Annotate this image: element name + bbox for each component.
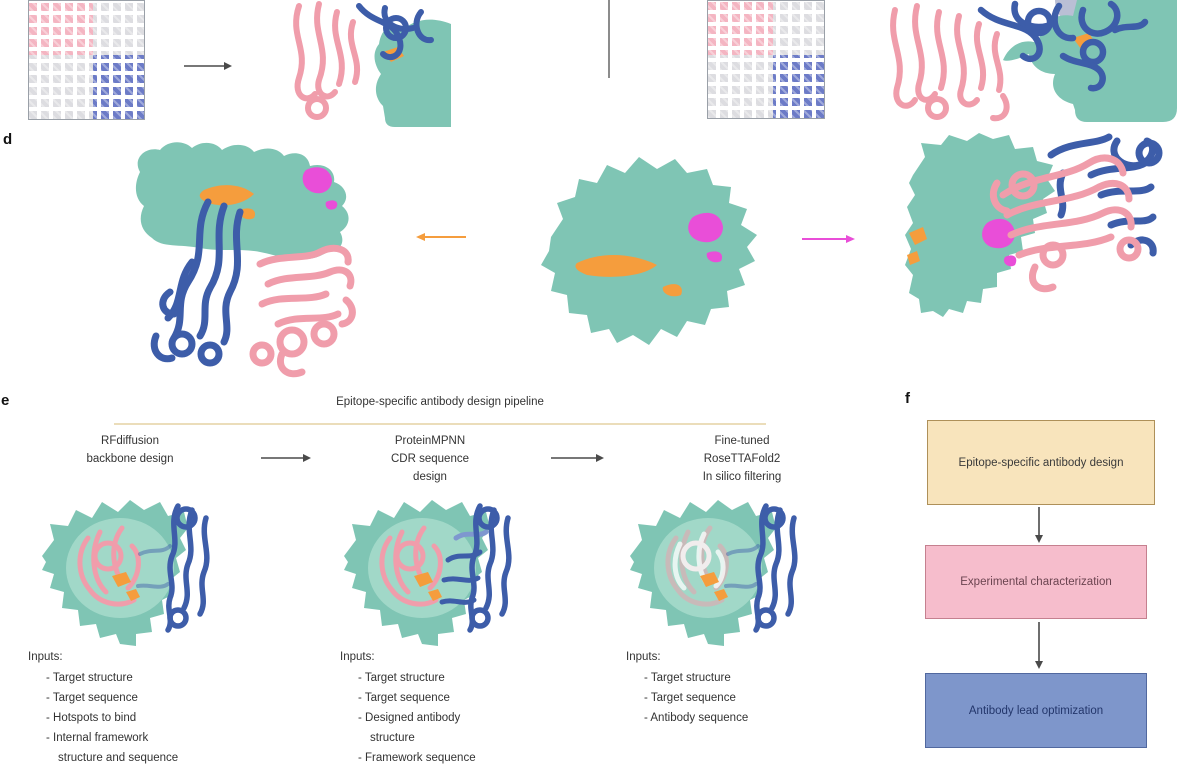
input-item: - Antibody sequence <box>644 712 749 724</box>
contact-map-gridlines <box>708 1 824 118</box>
structure-designed-antibody-complex-left <box>293 1 451 127</box>
down-arrow-icon <box>1035 507 1043 543</box>
panel-f-label: f <box>905 390 910 407</box>
structure-step2-cdr-sequence-design <box>344 500 512 646</box>
contact-map-left <box>28 0 145 120</box>
flow-box-label: Antibody lead optimization <box>968 704 1104 717</box>
orange-left-arrow-icon <box>416 233 466 241</box>
inputs-label: Inputs: <box>28 651 63 663</box>
input-item: - Hotspots to bind <box>46 712 137 724</box>
magenta-right-arrow-icon <box>802 235 855 243</box>
right-arrow-icon <box>551 454 604 462</box>
input-item: - Target sequence <box>46 692 138 704</box>
input-item: - Target sequence <box>358 692 450 704</box>
panel-e-label: e <box>1 392 10 409</box>
flow-box-label: Experimental characterization <box>960 576 1112 588</box>
structure-antibody-bound-magenta-epitope <box>905 133 1163 317</box>
flow-box-label: Epitope-specific antibody design <box>958 456 1124 469</box>
panel-divider-line <box>608 0 610 78</box>
flow-box-epitope-specific-design: Epitope-specific antibody design <box>927 420 1155 505</box>
structure-target-with-bound-antibody-orange-epitope <box>135 142 356 378</box>
input-item: - Target structure <box>46 672 133 684</box>
inputs-list-step3: Inputs: - Target structure - Target sequ… <box>626 650 866 728</box>
right-arrow-icon <box>184 62 232 70</box>
inputs-label: Inputs: <box>340 651 375 663</box>
inputs-list-step2: Inputs: - Target structure - Target sequ… <box>340 650 580 766</box>
panel-d-label: d <box>3 131 13 148</box>
pipeline-title-rule <box>114 423 766 425</box>
input-item: - Designed antibody structure <box>358 712 461 744</box>
structure-step1-backbone-design <box>42 500 210 646</box>
pipeline-title: Epitope-specific antibody design pipelin… <box>336 396 544 408</box>
input-item: - Target structure <box>358 672 445 684</box>
down-arrow-icon <box>1035 622 1043 669</box>
step-heading-rosettafold2: Fine-tuned RoseTTAFold2 In silico filter… <box>702 435 782 483</box>
input-item: - Target sequence <box>644 692 736 704</box>
input-item: - Target structure <box>644 672 731 684</box>
flow-box-experimental-characterization: Experimental characterization <box>925 545 1147 619</box>
input-item: - Internal framework structure and seque… <box>46 732 179 764</box>
structure-designed-antibody-complex-right <box>890 0 1177 122</box>
structure-target-surface-epitopes <box>541 157 757 345</box>
flow-box-antibody-lead-optimization: Antibody lead optimization <box>925 673 1147 748</box>
step-heading-rfdiffusion: RFdiffusion backbone design <box>86 435 174 465</box>
step-heading-proteinmpnn: ProteinMPNN CDR sequence design <box>391 435 469 483</box>
contact-map-gridlines <box>29 1 144 119</box>
input-item: - Framework sequence <box>358 752 476 764</box>
right-arrow-icon <box>261 454 311 462</box>
structure-step3-in-silico-filtering <box>630 500 798 646</box>
contact-map-right <box>707 0 825 119</box>
inputs-list-step1: Inputs: - Target structure - Target sequ… <box>28 650 268 766</box>
inputs-label: Inputs: <box>626 651 661 663</box>
